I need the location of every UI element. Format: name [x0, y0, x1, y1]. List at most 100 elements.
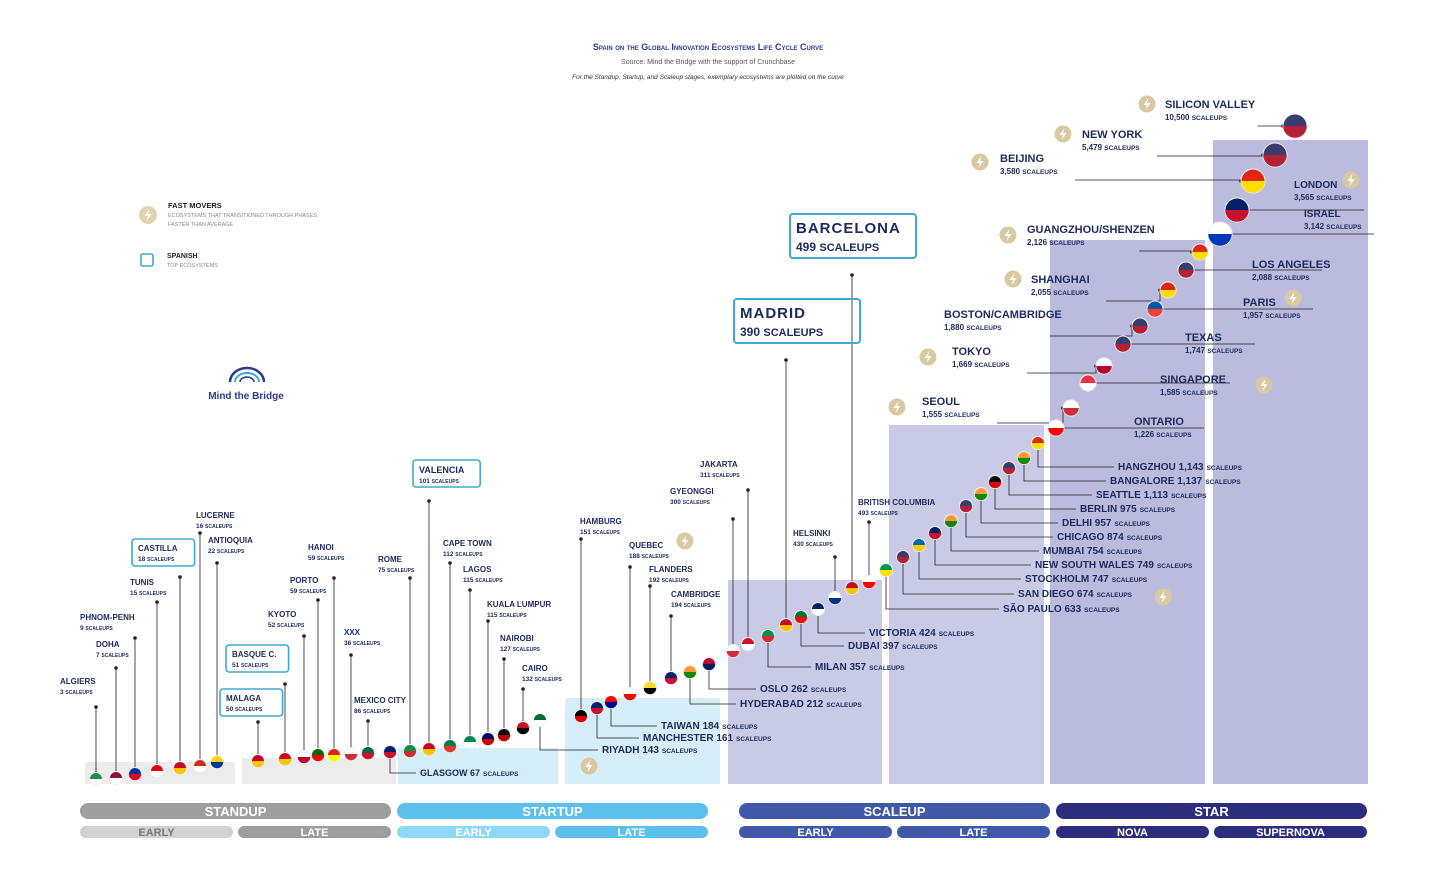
- name-hamburg: HAMBURG: [580, 517, 622, 526]
- leader-line-delhi: [980, 500, 1058, 524]
- spanish-box-castilla: [131, 538, 196, 567]
- name-doha: DOHA: [96, 640, 120, 649]
- flag-seoul: [1062, 399, 1080, 417]
- value-silicon-valley: 10,500 SCALEUPS: [1165, 113, 1228, 122]
- flag-kuala-lumpur: [481, 732, 495, 746]
- flag-beijing: [1240, 168, 1266, 194]
- phase-scaleup-early-bar: [739, 826, 892, 838]
- flag-cairo: [516, 721, 530, 735]
- name-riyadh: RIYADH 143 SCALEUPS: [602, 745, 698, 756]
- flag-stockholm: [912, 538, 926, 552]
- flag-cape-town: [443, 739, 457, 753]
- label-delhi: DELHI 957 SCALEUPS: [1062, 518, 1151, 529]
- label-phnom-penh: PHNOM-PENH 9 SCALEUPS: [80, 613, 135, 632]
- spanish-box-valencia: [412, 459, 481, 488]
- phase-star-nova-bar: [1056, 826, 1209, 838]
- stage-standup-label: STANDUP: [205, 804, 267, 819]
- name-helsinki: HELSINKI: [793, 529, 830, 538]
- name-glasgow: GLASGOW 67 SCALEUPS: [420, 768, 519, 778]
- name-los-angeles: LOS ANGELES: [1252, 259, 1330, 271]
- fast-mover-icon-paris: [1284, 289, 1302, 307]
- label-singapore: SINGAPORE 1,585 SCALEUPS: [1160, 374, 1226, 397]
- label-kyoto: KYOTO 52 SCALEUPS: [268, 610, 305, 629]
- value-new-york: 5,479 SCALEUPS: [1082, 143, 1140, 152]
- stage-band-6: [1050, 240, 1205, 784]
- ecosystem-labels: ALGIERS 3 SCALEUPS DOHA 7 SCALEUPS PHNOM-PEN…: [60, 99, 1362, 778]
- label-cambridge: CAMBRIDGE 194 SCALEUPS: [671, 590, 721, 609]
- flag-dubai: [794, 610, 808, 624]
- name-hyderabad: HYDERABAD 212 SCALEUPS: [740, 699, 862, 710]
- flag-lagos: [463, 735, 477, 749]
- label-israel: ISRAEL 3,142 SCALEUPS: [1304, 209, 1362, 231]
- leader-line-shanghai: [1106, 290, 1161, 302]
- flag-porto: [311, 748, 325, 762]
- phase-startup-late-bar: [555, 826, 708, 838]
- value-madrid: 390 SCALEUPS: [740, 325, 823, 339]
- flag-barcelona: [845, 581, 859, 595]
- stage-star-bar: [1056, 803, 1367, 819]
- name-tunis: TUNIS: [130, 578, 155, 587]
- leader-line-boston-cambridge: [1049, 326, 1133, 337]
- label-glasgow: GLASGOW 67 SCALEUPS: [420, 768, 519, 778]
- flag-texas: [1114, 335, 1132, 353]
- label-quebec: QUEBEC 188 SCALEUPS: [629, 541, 670, 560]
- flag-xxx: [344, 747, 358, 761]
- stage-band-1: [242, 758, 396, 784]
- label-cairo: CAIRO 132 SCALEUPS: [522, 664, 563, 683]
- name-hanoi: HANOI: [308, 543, 334, 552]
- flag-new-south-wales: [928, 526, 942, 540]
- label-milan: MILAN 357 SCALEUPS: [815, 662, 905, 673]
- label-tunis: TUNIS 15 SCALEUPS: [130, 578, 167, 597]
- flag-boston-cambridge: [1131, 317, 1149, 335]
- label-flanders: FLANDERS 192 SCALEUPS: [649, 565, 693, 584]
- label-los-angeles: LOS ANGELES 2,088 SCALEUPS: [1252, 259, 1330, 282]
- label-rome: ROME 75 SCALEUPS: [378, 555, 415, 574]
- flag-doha: [109, 771, 123, 785]
- flag-castilla: [173, 761, 187, 775]
- value-helsinki: 430 SCALEUPS: [793, 541, 834, 548]
- stage-startup-bar: [397, 803, 708, 819]
- fast-mover-icons: [580, 95, 1360, 775]
- name-gyeonggi: GYEONGGI: [670, 487, 714, 496]
- label-basque-c: BASQUE C. 51 SCALEUPS: [225, 644, 290, 673]
- name-berlin: BERLIN 975 SCALEUPS: [1080, 504, 1176, 515]
- value-lucerne: 16 SCALEUPS: [196, 523, 233, 530]
- stage-band-5: [889, 425, 1044, 784]
- label-boston-cambridge: BOSTON/CAMBRIDGE 1,880 SCALEUPS: [944, 309, 1062, 332]
- label-antioquia: ANTIOQUIA 22 SCALEUPS: [208, 536, 253, 555]
- label-texas: TEXAS 1,747 SCALEUPS: [1185, 332, 1243, 355]
- name-basque-c: BASQUE C.: [232, 650, 276, 659]
- name-seattle: SEATTLE 1,113 SCALEUPS: [1096, 490, 1207, 501]
- value-paris: 1,957 SCALEUPS: [1243, 311, 1301, 320]
- stage-star-label: STAR: [1194, 804, 1229, 819]
- name-seoul: SEOUL: [922, 396, 960, 408]
- fast-mover-icon-seoul: [888, 398, 906, 416]
- label-stockholm: STOCKHOLM 747 SCALEUPS: [1025, 574, 1148, 585]
- value-gyeonggi: 300 SCALEUPS: [670, 499, 711, 506]
- label-algiers: ALGIERS 3 SCALEUPS: [60, 677, 96, 696]
- value-ontario: 1,226 SCALEUPS: [1134, 430, 1192, 439]
- name-san-diego: SAN DIEGO 674 SCALEUPS: [1018, 589, 1133, 600]
- fast-mover-icon-london: [1342, 171, 1360, 189]
- spanish-legend-box: [140, 253, 154, 267]
- label-mexico-city: MEXICO CITY 86 SCALEUPS: [354, 696, 407, 715]
- value-cairo: 132 SCALEUPS: [522, 676, 563, 683]
- value-xxx: 36 SCALEUPS: [344, 640, 381, 647]
- value-cape-town: 112 SCALEUPS: [443, 551, 483, 558]
- value-cambridge: 194 SCALEUPS: [671, 602, 712, 609]
- phase-startup-early-bar: [397, 826, 550, 838]
- label-jakarta: JAKARTA 311 SCALEUPS: [700, 460, 740, 479]
- label-new-south-wales: NEW SOUTH WALES 749 SCALEUPS: [1035, 560, 1193, 571]
- flag-israel: [1207, 221, 1233, 247]
- leader-line-bangalore: [1023, 464, 1106, 482]
- leader-line-oslo: [708, 670, 756, 690]
- flag-tunis: [150, 764, 164, 778]
- fast-mover-icon-singapore: [1255, 376, 1273, 394]
- label-xxx: XXX 36 SCALEUPS: [344, 628, 381, 647]
- label-hyderabad: HYDERABAD 212 SCALEUPS: [740, 699, 862, 710]
- flag-hamburg: [574, 709, 588, 723]
- chart-note: For the Standup, Startup, and Scaleup st…: [572, 74, 844, 81]
- legend-fast-movers-title: FAST MOVERS: [168, 201, 222, 210]
- label-tokyo: TOKYO 1,669 SCALEUPS: [952, 346, 1010, 369]
